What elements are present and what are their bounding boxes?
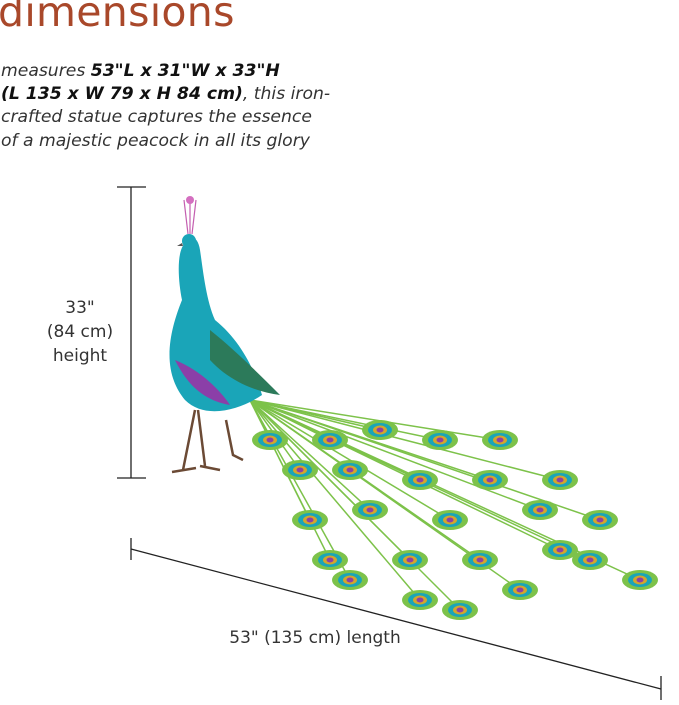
tail-feather-eye — [502, 580, 538, 600]
desc-prefix: measures — [1, 61, 91, 81]
desc-imperial: 53"L x 31"W x 33"H — [90, 61, 280, 81]
tail-feather-shaft — [249, 399, 441, 441]
peacock-tail — [249, 399, 658, 620]
tail-feather-eye — [312, 550, 348, 570]
tail-feather-eye — [292, 510, 328, 530]
tail-feather-eye — [542, 540, 578, 560]
tail-feather-eye — [572, 550, 608, 570]
tail-feather-eye — [422, 430, 458, 450]
tail-feather-eye — [432, 510, 468, 530]
length-dimension-line — [130, 538, 662, 700]
tail-feather-eye — [252, 430, 288, 450]
tail-feather-eye — [352, 500, 388, 520]
tail-feather-eye — [332, 570, 368, 590]
height-dimension-line — [117, 186, 146, 479]
product-description: measures 53"L x 31"W x 33"H (L 135 x W 79… — [1, 60, 331, 153]
length-label: 53" (135 cm) length — [229, 628, 401, 648]
tail-feather-eye — [392, 550, 428, 570]
tail-feather-eye — [522, 500, 558, 520]
tail-feather-shaft — [249, 399, 371, 511]
height-metric: (84 cm) — [46, 322, 114, 342]
tail-feather-eye — [282, 460, 318, 480]
tail-feather-eye — [402, 470, 438, 490]
tail-feather-eye — [332, 460, 368, 480]
tail-feather-eye — [472, 470, 508, 490]
desc-suffix: , this iron-crafted statue captures the … — [1, 84, 331, 151]
tail-feather-shaft — [249, 399, 601, 521]
tail-feather-eye — [542, 470, 578, 490]
height-label: 33" (84 cm) height — [20, 296, 140, 368]
tail-feather-eye — [402, 590, 438, 610]
tail-feather-shaft — [249, 399, 331, 561]
tail-feather-eye — [462, 550, 498, 570]
tail-feather-eye — [442, 600, 478, 620]
tail-feather-shaft — [249, 399, 561, 481]
tail-feather-eye — [482, 430, 518, 450]
tail-feather-eye — [362, 420, 398, 440]
height-word: height — [52, 346, 108, 366]
tail-feather-shaft — [249, 399, 541, 511]
tail-feather-shaft — [249, 399, 351, 581]
height-imperial: 33" — [65, 298, 95, 318]
peacock-body — [169, 196, 280, 474]
tail-feather-eye — [622, 570, 658, 590]
heading: dimensions — [0, 0, 235, 36]
tail-feather-shaft — [249, 399, 501, 441]
desc-metric: (L 135 x W 79 x H 84 cm) — [1, 84, 243, 105]
tail-feather-eye — [312, 430, 348, 450]
tail-feather-eye — [582, 510, 618, 530]
